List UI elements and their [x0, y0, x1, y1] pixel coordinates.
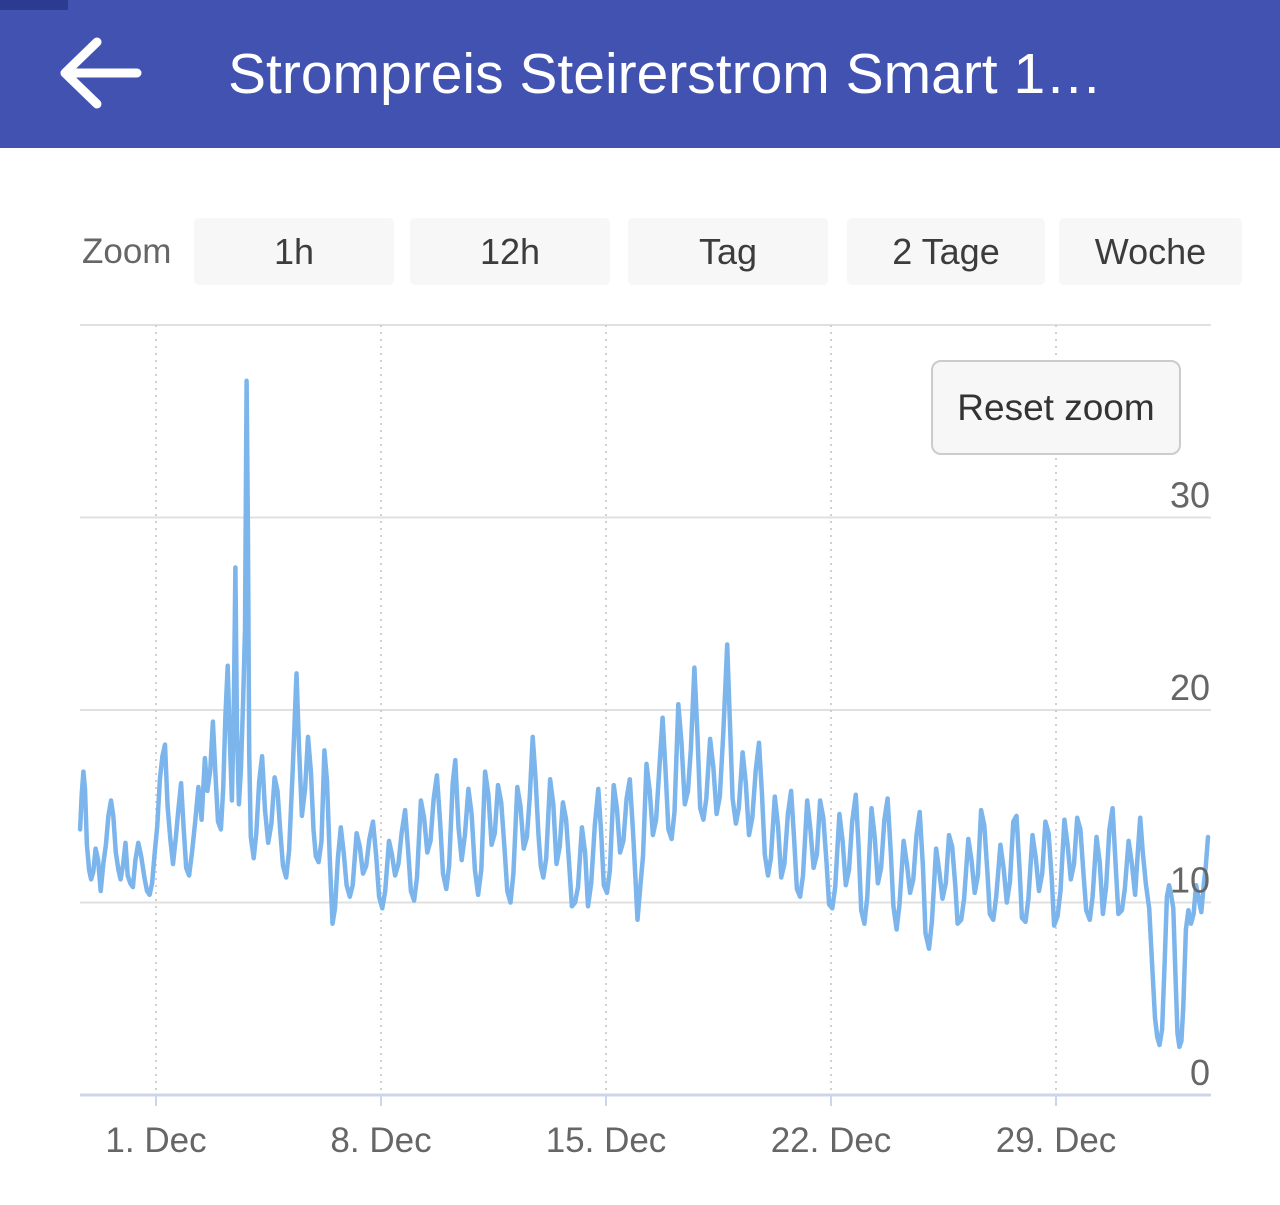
- x-axis-label: 29. Dec: [996, 1121, 1117, 1160]
- y-axis-label: 10: [1170, 860, 1210, 901]
- status-bar-artifact: [0, 0, 68, 10]
- zoom-button-tag[interactable]: Tag: [628, 218, 828, 285]
- arrow-left-icon: [60, 37, 142, 108]
- zoom-button-12h[interactable]: 12h: [410, 218, 610, 285]
- x-axis-label: 15. Dec: [546, 1121, 667, 1160]
- zoom-button-2-tage[interactable]: 2 Tage: [847, 218, 1045, 285]
- zoom-button-1h[interactable]: 1h: [194, 218, 394, 285]
- x-axis-label: 1. Dec: [105, 1121, 206, 1160]
- zoom-row-label: Zoom: [82, 232, 172, 271]
- reset-zoom-button[interactable]: Reset zoom: [931, 360, 1181, 455]
- back-button[interactable]: [48, 24, 148, 124]
- y-axis-label: 30: [1170, 475, 1210, 516]
- app-bar: Strompreis Steirerstrom Smart 1…: [0, 0, 1280, 148]
- x-axis-label: 8. Dec: [330, 1121, 431, 1160]
- y-axis-label: 20: [1170, 667, 1210, 708]
- y-axis-label: 0: [1190, 1052, 1210, 1093]
- x-axis-label: 22. Dec: [771, 1121, 892, 1160]
- price-series-line: [77, 378, 1211, 1050]
- zoom-button-woche[interactable]: Woche: [1059, 218, 1242, 285]
- page-title: Strompreis Steirerstrom Smart 1…: [228, 42, 1103, 106]
